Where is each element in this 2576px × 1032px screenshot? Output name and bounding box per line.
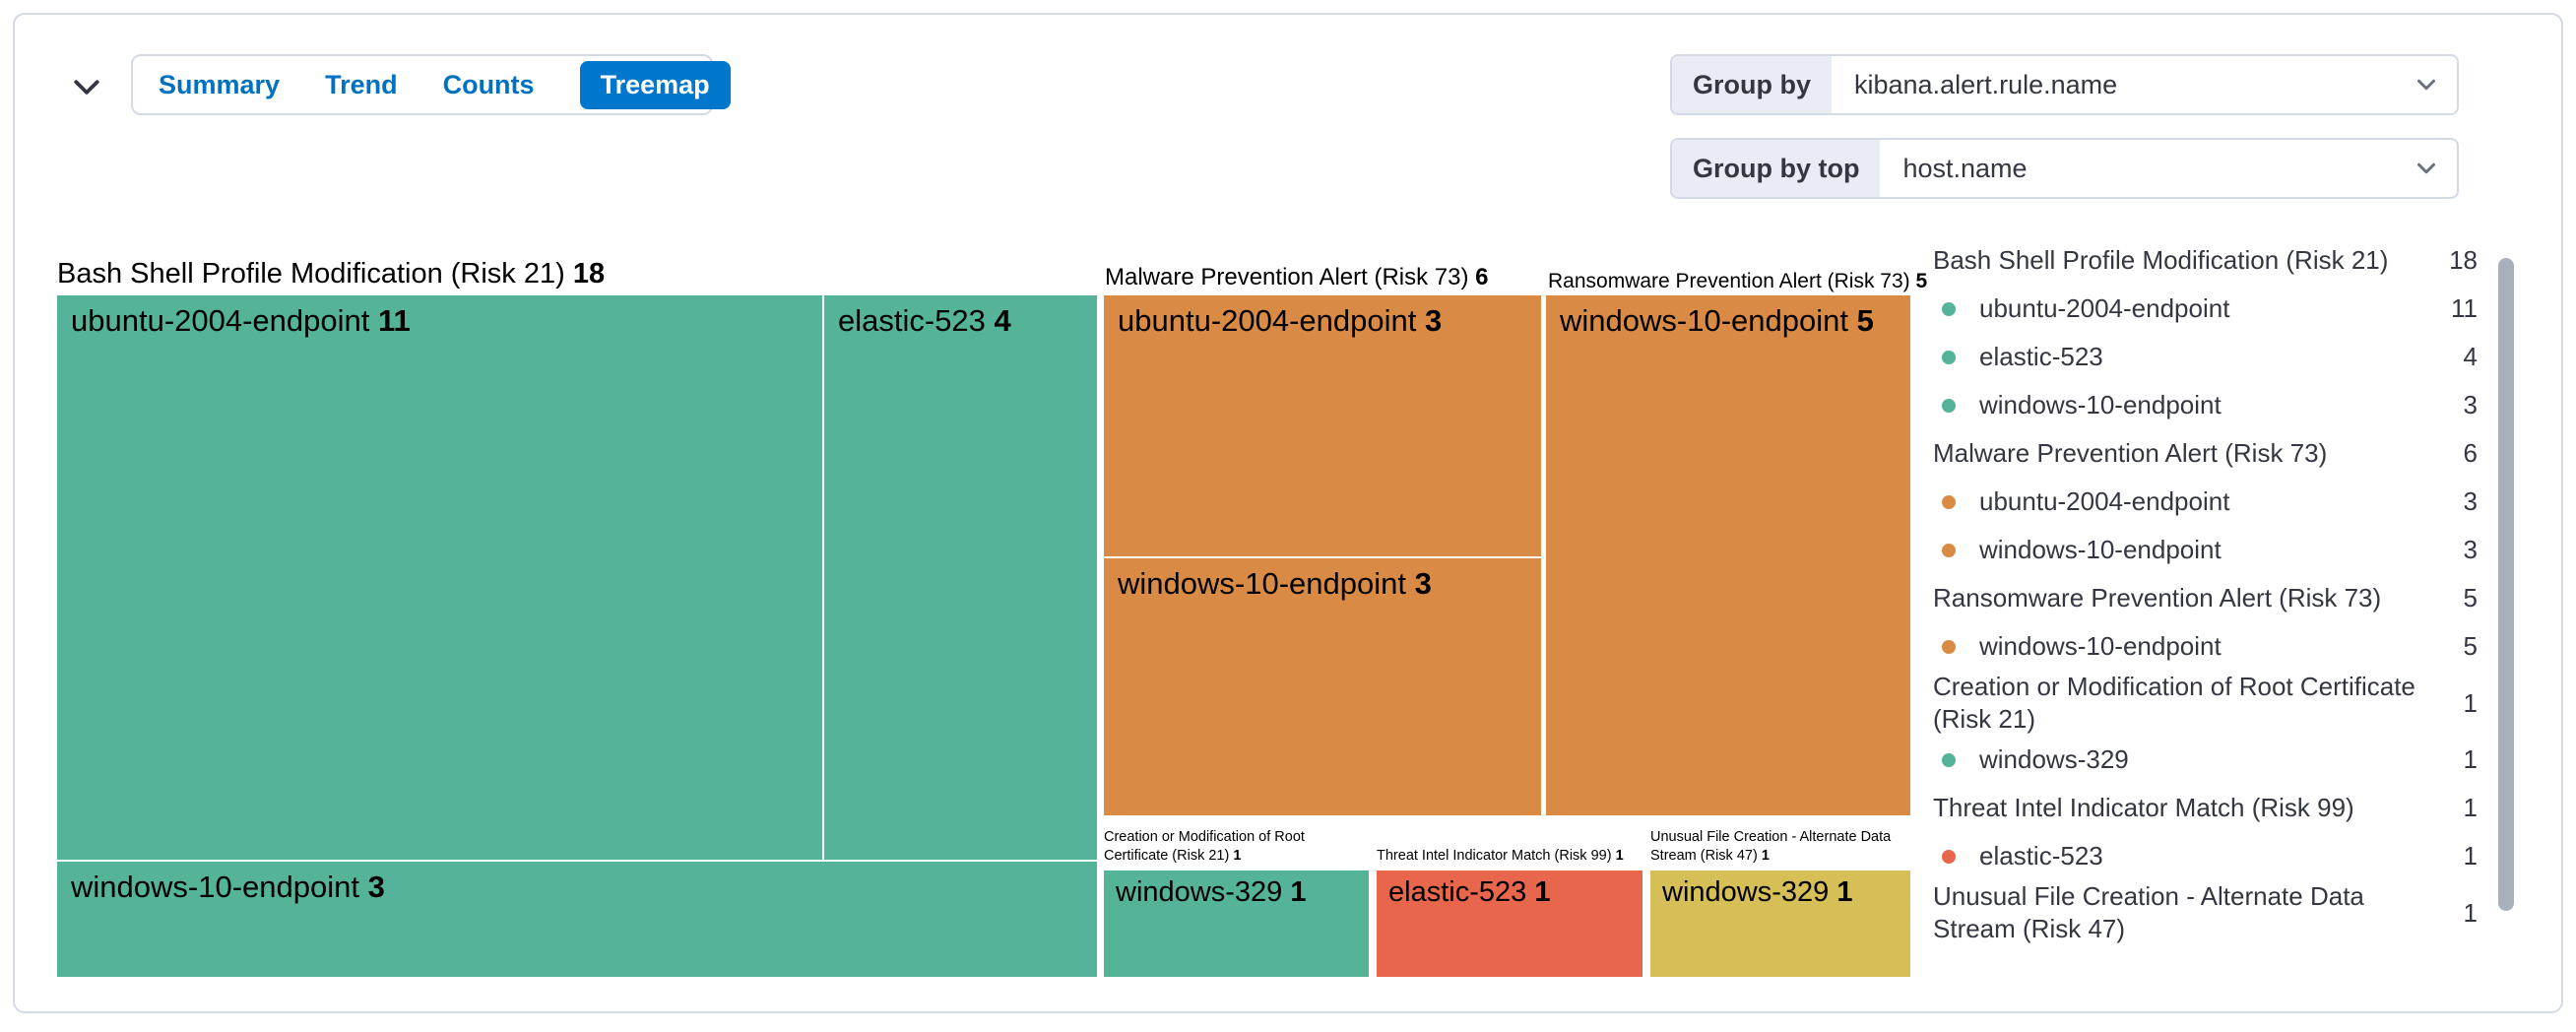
- treemap-legend: Bash Shell Profile Modification (Risk 21…: [1933, 236, 2478, 945]
- legend-item-row[interactable]: windows-329 1: [1933, 736, 2478, 784]
- group-by-top-label: Group by top: [1672, 140, 1881, 197]
- legend-header-row[interactable]: Creation or Modification of Root Certifi…: [1933, 672, 2478, 734]
- group-by-label: Group by: [1672, 56, 1832, 113]
- legend-header-row[interactable]: Threat Intel Indicator Match (Risk 99) 1: [1933, 793, 2478, 822]
- legend-item-row[interactable]: ubuntu-2004-endpoint 3: [1933, 478, 2478, 526]
- treemap-cell[interactable]: elastic-523 1: [1377, 871, 1642, 977]
- group-by-top-value: host.name: [1902, 153, 2028, 183]
- legend-dot: [1942, 849, 1956, 864]
- treemap-section-title: Bash Shell Profile Modification (Risk 21…: [57, 258, 606, 290]
- treemap-section-title: Ransomware Prevention Alert (Risk 73) 5: [1548, 270, 1928, 292]
- treemap-cell[interactable]: windows-10-endpoint 3: [57, 862, 1097, 977]
- legend-item-row[interactable]: elastic-523 4: [1933, 333, 2478, 381]
- legend-dot: [1942, 398, 1956, 413]
- legend-dot: [1942, 639, 1956, 654]
- treemap-cell[interactable]: ubuntu-2004-endpoint 11: [57, 295, 822, 860]
- legend-dot: [1942, 301, 1956, 316]
- legend-header-row[interactable]: Ransomware Prevention Alert (Risk 73) 5: [1933, 583, 2478, 613]
- legend-dot: [1942, 752, 1956, 767]
- treemap-section-title: Creation or Modification of Root Certifi…: [1104, 828, 1305, 865]
- view-tabs: Summary Trend Counts Treemap: [131, 54, 731, 115]
- treemap-cell[interactable]: windows-10-endpoint 3: [1104, 558, 1541, 815]
- tab-treemap[interactable]: Treemap: [579, 60, 731, 109]
- tab-trend[interactable]: Trend: [325, 69, 398, 99]
- treemap-section-title: Threat Intel Indicator Match (Risk 99) 1: [1377, 848, 1624, 865]
- treemap-cell[interactable]: elastic-523 4: [824, 295, 1097, 860]
- treemap-cell[interactable]: windows-10-endpoint 5: [1546, 295, 1910, 815]
- legend-item-row[interactable]: windows-10-endpoint 5: [1933, 622, 2478, 671]
- group-by-top-select[interactable]: Group by top host.name: [1670, 138, 2459, 199]
- treemap-cell[interactable]: windows-329 1: [1104, 871, 1369, 977]
- legend-item-row[interactable]: ubuntu-2004-endpoint 11: [1933, 285, 2478, 333]
- legend-item-row[interactable]: windows-10-endpoint 3: [1933, 381, 2478, 429]
- legend-dot: [1942, 350, 1956, 364]
- group-by-select[interactable]: Group by kibana.alert.rule.name: [1670, 54, 2459, 115]
- chevron-down-icon: [2412, 56, 2441, 113]
- group-by-value: kibana.alert.rule.name: [1854, 69, 2118, 99]
- tab-counts[interactable]: Counts: [442, 69, 535, 99]
- treemap-section-title: Unusual File Creation - Alternate Data S…: [1650, 828, 1892, 865]
- chevron-down-icon: [2412, 140, 2441, 197]
- legend-dot: [1942, 543, 1956, 557]
- legend-header-row[interactable]: Unusual File Creation - Alternate Data S…: [1933, 881, 2478, 943]
- legend-dot: [1942, 494, 1956, 509]
- legend-item-row[interactable]: windows-10-endpoint 3: [1933, 526, 2478, 574]
- legend-item-row[interactable]: elastic-523 1: [1933, 832, 2478, 880]
- legend-scrollbar-thumb[interactable]: [2498, 258, 2514, 911]
- legend-header-row[interactable]: Bash Shell Profile Modification (Risk 21…: [1933, 245, 2478, 275]
- treemap-cell[interactable]: ubuntu-2004-endpoint 3: [1104, 295, 1541, 556]
- collapse-button[interactable]: [61, 61, 112, 112]
- tab-summary[interactable]: Summary: [159, 69, 281, 99]
- chevron-down-icon: [74, 80, 99, 95]
- treemap-cell[interactable]: windows-329 1: [1650, 871, 1910, 977]
- treemap-section-title: Malware Prevention Alert (Risk 73) 6: [1105, 264, 1489, 290]
- legend-header-row[interactable]: Malware Prevention Alert (Risk 73) 6: [1933, 438, 2478, 468]
